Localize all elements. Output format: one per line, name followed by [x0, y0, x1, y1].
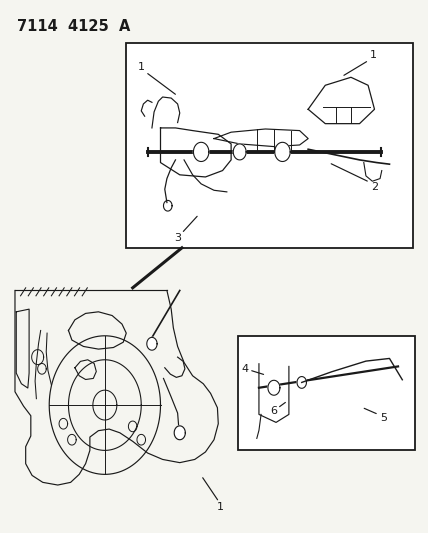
- Text: 1: 1: [370, 50, 377, 60]
- Text: 1: 1: [138, 62, 145, 71]
- Polygon shape: [297, 377, 306, 388]
- Bar: [126, 43, 413, 248]
- Text: 5: 5: [380, 413, 387, 423]
- Polygon shape: [147, 337, 157, 350]
- Text: 1: 1: [217, 503, 224, 512]
- Polygon shape: [268, 381, 280, 395]
- Text: 6: 6: [270, 407, 277, 416]
- Polygon shape: [193, 142, 209, 161]
- Text: 2: 2: [371, 182, 378, 191]
- Polygon shape: [275, 142, 290, 161]
- Text: 4: 4: [241, 364, 248, 374]
- Bar: [238, 336, 415, 450]
- Text: 3: 3: [174, 233, 181, 243]
- Text: 7114  4125  A: 7114 4125 A: [17, 19, 131, 34]
- Polygon shape: [233, 144, 246, 160]
- Polygon shape: [174, 426, 185, 440]
